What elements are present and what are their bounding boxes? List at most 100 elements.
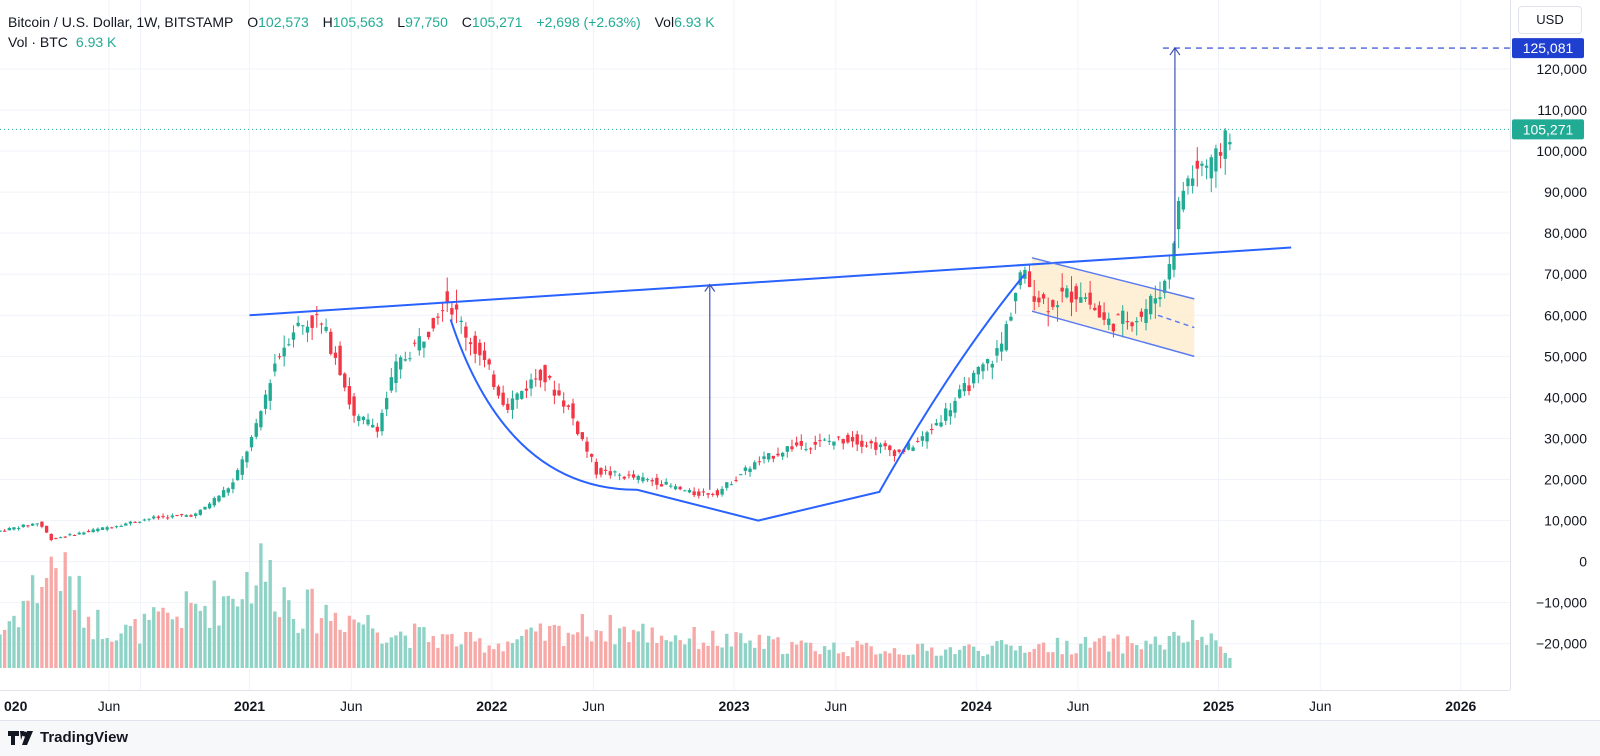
- candle-body: [911, 447, 915, 451]
- candle-body: [794, 442, 799, 446]
- volume-bar: [1111, 638, 1116, 668]
- volume-bar: [310, 588, 314, 668]
- volume-bar: [482, 652, 487, 668]
- volume-bar: [538, 623, 543, 668]
- candle-body: [767, 453, 771, 460]
- candle-body: [990, 363, 994, 368]
- candle-body: [1083, 297, 1088, 299]
- volume-bar: [916, 643, 920, 668]
- candle-body: [478, 342, 482, 356]
- volume-bar: [720, 647, 724, 668]
- last-price-label: 105,271: [1523, 121, 1574, 137]
- volume-bar: [273, 611, 277, 668]
- candle-body: [384, 397, 389, 410]
- candle-body: [1162, 280, 1167, 293]
- volume-bar: [571, 634, 575, 668]
- price-tick-label: 30,000: [1544, 430, 1587, 446]
- candle-body: [426, 331, 431, 338]
- volume-bar: [1018, 645, 1022, 668]
- currency-button[interactable]: USD: [1518, 6, 1582, 34]
- candle-body: [221, 490, 226, 498]
- volume-bar: [743, 643, 748, 668]
- price-tick-label: 10,000: [1544, 513, 1587, 529]
- candle-body: [366, 419, 370, 425]
- volume-bar: [1093, 641, 1097, 668]
- time-tick-label: Jun: [824, 698, 847, 714]
- candle-body: [673, 486, 678, 490]
- volume-bar: [268, 559, 272, 668]
- candle-body: [235, 470, 240, 481]
- volume-bar: [641, 623, 645, 668]
- candle-body: [1023, 269, 1027, 279]
- symbol-title[interactable]: Bitcoin / U.S. Dollar, 1W, BITSTAMP: [8, 14, 234, 30]
- volume-bar: [594, 630, 598, 668]
- volume-bar: [249, 603, 254, 668]
- tradingview-logo[interactable]: TradingView: [8, 729, 128, 746]
- volume-bar: [454, 646, 459, 668]
- candle-body: [659, 484, 664, 487]
- candle-body: [422, 341, 426, 348]
- candle-body: [138, 521, 142, 523]
- candle-body: [804, 449, 808, 451]
- volume-bar: [1223, 652, 1227, 668]
- candle-body: [245, 451, 249, 463]
- volume-bar: [371, 628, 375, 668]
- candle-body: [753, 462, 757, 470]
- volume-bar: [324, 604, 328, 668]
- candle-body: [110, 527, 114, 529]
- volume-bar: [422, 627, 426, 668]
- volume-bar: [1065, 640, 1069, 668]
- volume-indicator-label[interactable]: Vol · BTC: [8, 34, 68, 50]
- volume-bar: [939, 655, 943, 668]
- flag-lower-line: [1031, 310, 1195, 358]
- candle-body: [1223, 130, 1227, 159]
- candle-body: [142, 519, 147, 521]
- volume-bar: [152, 607, 156, 668]
- price-chart[interactable]: [0, 0, 1510, 690]
- candle-body: [529, 379, 533, 389]
- legend-ohlc-row: Bitcoin / U.S. Dollar, 1W, BITSTAMP O102…: [8, 12, 725, 32]
- volume-bar: [1102, 635, 1106, 668]
- volume-bar: [315, 633, 319, 668]
- volume-bar: [245, 572, 249, 668]
- candle-body: [985, 359, 990, 364]
- volume-bar: [883, 651, 887, 668]
- price-axis[interactable]: −20,000 −10,000 0 10,000 20,000 30,000 40,000 5…: [1510, 0, 1600, 690]
- chart-area[interactable]: Bitcoin / U.S. Dollar, 1W, BITSTAMP O102…: [0, 0, 1510, 690]
- resistance-trendline: [249, 246, 1292, 317]
- footer: TradingView: [0, 720, 1600, 756]
- candle-body: [1027, 271, 1032, 288]
- candle-body: [389, 377, 394, 391]
- cup-curve: [449, 273, 1026, 522]
- candle-body: [16, 528, 21, 530]
- volume-bar: [128, 625, 133, 668]
- candle-body: [916, 440, 920, 442]
- volume-bar: [110, 641, 114, 668]
- candles: [0, 128, 1232, 542]
- candle-body: [762, 456, 766, 459]
- open-label: O: [247, 14, 259, 30]
- volume-bar: [580, 614, 585, 668]
- candle-body: [482, 350, 487, 360]
- volume-bar: [1200, 636, 1204, 668]
- candle-body: [739, 474, 743, 476]
- time-axis[interactable]: 020 Jun 2021 Jun 2022 Jun 2023 Jun 2024 Jun 2025 Ju…: [0, 690, 1510, 721]
- volume-bar: [352, 619, 356, 668]
- candle-body: [785, 446, 789, 452]
- candle-body: [813, 441, 817, 445]
- volume-bar: [846, 655, 850, 668]
- candle-body: [496, 386, 501, 396]
- volume-bar: [1027, 651, 1032, 668]
- candle-body: [776, 453, 780, 456]
- volume-bar: [207, 627, 212, 668]
- volume-bar: [7, 621, 11, 668]
- candle-body: [324, 326, 328, 331]
- volume-bar: [971, 646, 976, 668]
- price-tick-label: −20,000: [1536, 636, 1587, 652]
- close-label: C: [461, 14, 472, 30]
- candle-body: [1125, 321, 1130, 323]
- candle-body: [198, 509, 203, 515]
- candle-body: [161, 516, 165, 518]
- volume-bar: [1144, 640, 1148, 668]
- volume-bar: [1158, 644, 1162, 668]
